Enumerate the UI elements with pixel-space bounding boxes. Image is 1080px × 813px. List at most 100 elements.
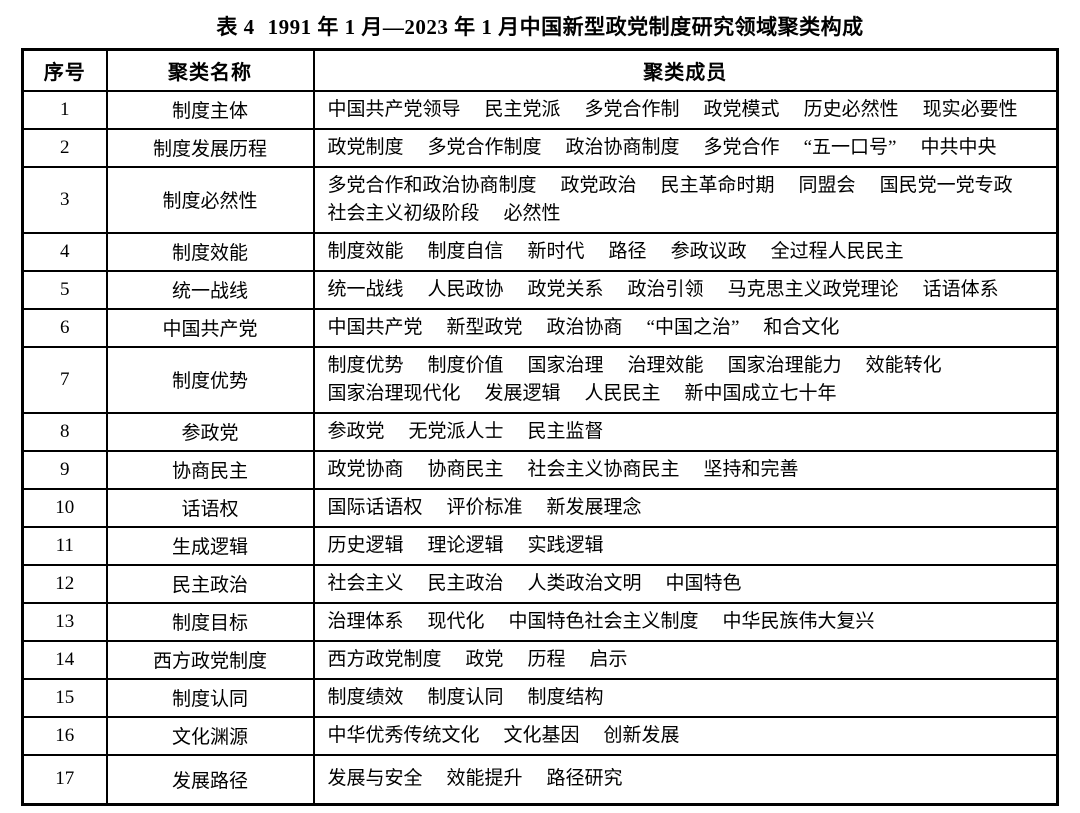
cluster-name-cell: 中国共产党 [105,307,315,348]
cluster-name-cell: 制度优势 [105,345,315,414]
member-term: 制度优势 [327,354,404,376]
member-term: 多党合作和政治协商制度 [327,174,537,196]
member-term: 国际话语权 [327,496,423,518]
member-term: 理论逻辑 [427,534,504,556]
member-term: 制度效能 [327,240,404,262]
cluster-name-cell: 参政党 [105,411,315,452]
member-term: 政党政治 [560,174,637,196]
member-term: 全过程人民民主 [770,240,904,262]
member-term: “五一口号” [803,136,897,158]
row-number-cell: 2 [21,127,108,168]
cluster-members-cell: 政党协商 协商民主 社会主义协商民主 坚持和完善 [312,449,1059,490]
member-term: 社会主义 [327,572,404,594]
member-term: 中华优秀传统文化 [327,724,480,746]
member-term: 中共中央 [920,136,997,158]
row-number-cell: 7 [21,345,108,414]
cluster-name-cell: 制度发展历程 [105,127,315,168]
member-term: 西方政党制度 [327,648,442,670]
member-term: 发展与安全 [327,768,423,790]
member-term: 必然性 [503,202,561,224]
row-number-cell: 14 [21,639,108,680]
member-term: 人类政治文明 [527,572,642,594]
cluster-members-cell: 国际话语权 评价标准 新发展理念 [312,487,1059,528]
member-term: 现代化 [427,610,485,632]
member-term: 和合文化 [763,316,840,338]
member-term: 民主党派 [484,98,561,120]
member-term: 多党合作制度 [427,136,542,158]
member-term: 历史必然性 [803,98,899,120]
table-caption: 1991 年 1 月—2023 年 1 月中国新型政党制度研究领域聚类构成 [267,15,864,39]
cluster-members-cell: 多党合作和政治协商制度 政党政治 民主革命时期 同盟会 国民党一党专政社会主义初级阶段 必… [312,165,1059,234]
member-term: 参政议政 [670,240,747,262]
member-term: 路径研究 [546,768,623,790]
member-term: 同盟会 [798,174,856,196]
member-term: 无党派人士 [408,420,504,442]
member-term: 协商民主 [427,458,504,480]
cluster-members-cell: 中华优秀传统文化 文化基因 创新发展 [312,715,1059,756]
row-number-cell: 15 [21,677,108,718]
table-row: 14 西方政党制度 西方政党制度 政党 历程 启示 [21,639,1059,680]
member-term: 发展逻辑 [484,382,561,404]
row-number-cell: 3 [21,165,108,234]
cluster-name-cell: 文化渊源 [105,715,315,756]
member-term: 新型政党 [446,316,523,338]
member-term: 制度结构 [527,686,604,708]
member-term: 国家治理 [527,354,604,376]
cluster-name-cell: 西方政党制度 [105,639,315,680]
cluster-name-cell: 生成逻辑 [105,525,315,566]
member-term: 统一战线 [327,278,404,300]
member-term: 民主监督 [527,420,604,442]
member-term: 创新发展 [603,724,680,746]
member-term: 国家治理现代化 [327,382,461,404]
header-serial-number: 序号 [21,48,108,92]
member-term: 制度价值 [427,354,504,376]
member-term: 民主政治 [427,572,504,594]
member-term: 社会主义初级阶段 [327,202,480,224]
member-term: 社会主义协商民主 [527,458,680,480]
member-term: 制度自信 [427,240,504,262]
row-number-cell: 13 [21,601,108,642]
cluster-members-cell: 历史逻辑 理论逻辑 实践逻辑 [312,525,1059,566]
table-body: 1 制度主体 中国共产党领导 民主党派 多党合作制 政党模式 历史必然性 现实必要性 2 制度发展… [21,89,1059,806]
member-term: 中国共产党 [327,316,423,338]
table-row: 5 统一战线 统一战线 人民政协 政党关系 政治引领 马克思主义政党理论 话语体系 [21,269,1059,310]
member-term: 民主革命时期 [660,174,775,196]
member-term: 制度绩效 [327,686,404,708]
cluster-members-cell: 中国共产党领导 民主党派 多党合作制 政党模式 历史必然性 现实必要性 [312,89,1059,130]
member-term: 坚持和完善 [703,458,799,480]
table-row: 7 制度优势 制度优势 制度价值 国家治理 治理效能 国家治理能力 效能转化国家治理现代化 发展… [21,345,1059,414]
table-row: 6 中国共产党 中国共产党 新型政党 政治协商 “中国之治” 和合文化 [21,307,1059,348]
member-term: 政治协商 [546,316,623,338]
table-row: 1 制度主体 中国共产党领导 民主党派 多党合作制 政党模式 历史必然性 现实必要性 [21,89,1059,130]
member-term: 新中国成立七十年 [684,382,837,404]
cluster-name-cell: 统一战线 [105,269,315,310]
row-number-cell: 11 [21,525,108,566]
table-row: 11 生成逻辑 历史逻辑 理论逻辑 实践逻辑 [21,525,1059,566]
table-row: 9 协商民主 政党协商 协商民主 社会主义协商民主 坚持和完善 [21,449,1059,490]
header-cluster-name: 聚类名称 [105,48,315,92]
table-row: 16 文化渊源 中华优秀传统文化 文化基因 创新发展 [21,715,1059,756]
member-term: 文化基因 [503,724,580,746]
cluster-members-cell: 发展与安全 效能提升 路径研究 [312,753,1059,806]
member-term: 政治引领 [627,278,704,300]
row-number-cell: 10 [21,487,108,528]
cluster-members-cell: 制度效能 制度自信 新时代 路径 参政议政 全过程人民民主 [312,231,1059,272]
member-term: 中国特色社会主义制度 [508,610,699,632]
member-term: 现实必要性 [922,98,1018,120]
member-term: 多党合作 [703,136,780,158]
cluster-members-cell: 参政党 无党派人士 民主监督 [312,411,1059,452]
member-term: 新发展理念 [546,496,642,518]
member-term: 中国共产党领导 [327,98,461,120]
cluster-composition-table: 序号 聚类名称 聚类成员 1 制度主体 中国共产党领导 民主党派 多党合作制 政党模式 历史… [21,48,1059,806]
header-row: 序号 聚类名称 聚类成员 [21,48,1059,92]
member-term: 效能转化 [865,354,942,376]
cluster-name-cell: 话语权 [105,487,315,528]
cluster-name-cell: 协商民主 [105,449,315,490]
row-number-cell: 9 [21,449,108,490]
cluster-members-cell: 社会主义 民主政治 人类政治文明 中国特色 [312,563,1059,604]
member-term: 制度认同 [427,686,504,708]
member-term: 政党协商 [327,458,404,480]
row-number-cell: 1 [21,89,108,130]
member-term: 政治协商制度 [565,136,680,158]
member-term: 政党制度 [327,136,404,158]
